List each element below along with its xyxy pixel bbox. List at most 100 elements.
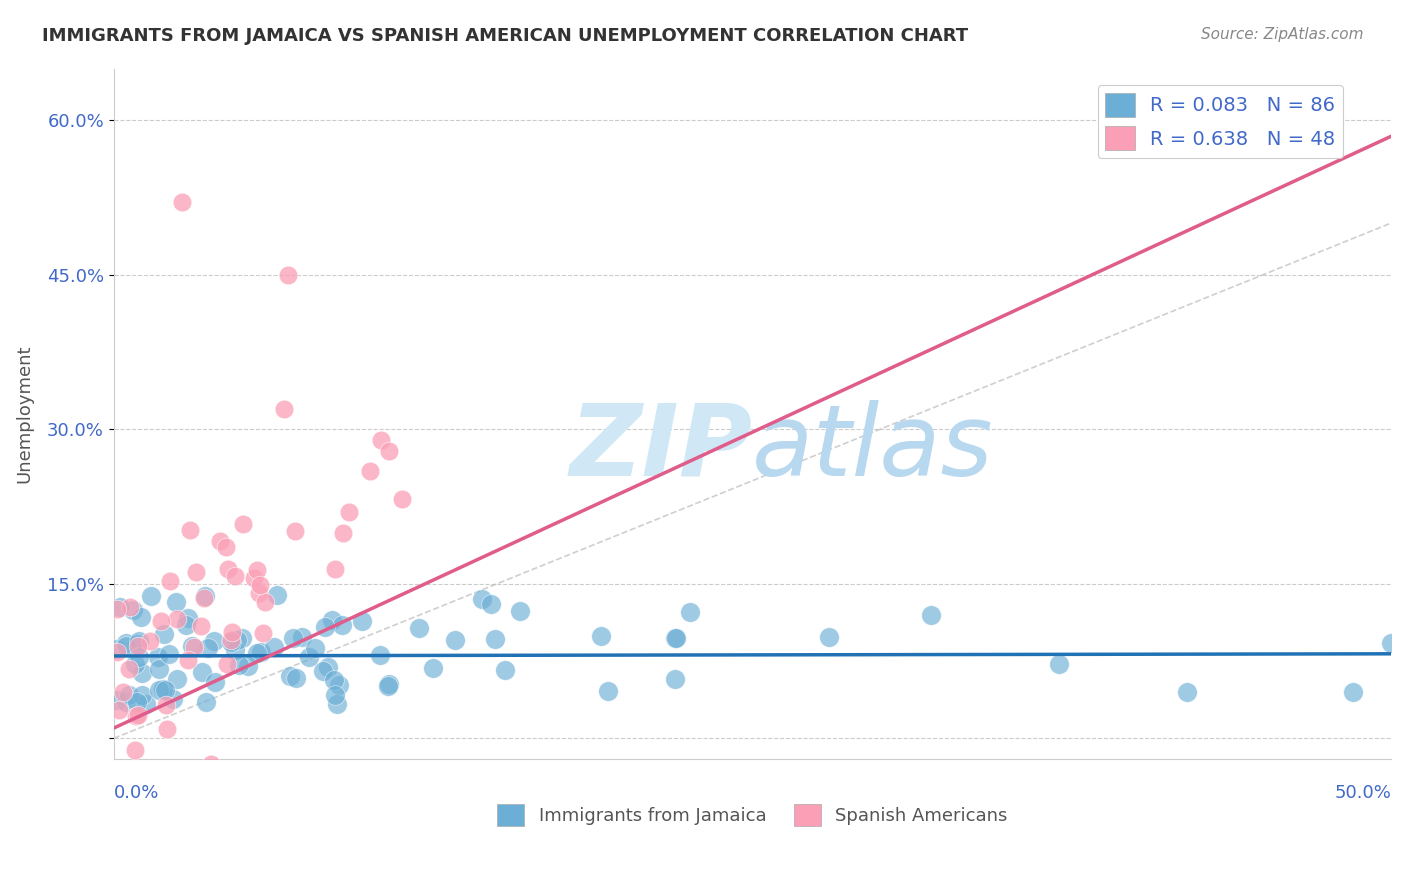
Point [312, 665, 335, 679]
Point [236, 659, 259, 673]
Text: IMMIGRANTS FROM JAMAICA VS SPANISH AMERICAN UNEMPLOYMENT CORRELATION CHART: IMMIGRANTS FROM JAMAICA VS SPANISH AMERI… [42, 27, 969, 45]
Point [330, 617, 353, 632]
Text: 50.0%: 50.0% [1334, 784, 1391, 802]
Point [263, 640, 285, 654]
Point [162, 692, 184, 706]
Point [278, 669, 301, 683]
Point [153, 683, 176, 698]
Point [304, 640, 326, 655]
Point [920, 607, 942, 622]
Point [148, 662, 170, 676]
Point [105, 642, 128, 657]
Point [204, 674, 226, 689]
Point [215, 657, 238, 671]
Point [177, 611, 200, 625]
Point [170, 195, 193, 210]
Point [494, 664, 516, 678]
Point [225, 632, 247, 647]
Point [323, 562, 346, 576]
Point [180, 639, 202, 653]
Point [191, 665, 214, 680]
Point [184, 565, 207, 579]
Point [128, 650, 150, 665]
Point [124, 743, 146, 757]
Point [664, 631, 686, 645]
Text: ZIP: ZIP [569, 400, 752, 497]
Point [118, 662, 141, 676]
Text: 0.0%: 0.0% [114, 784, 159, 802]
Point [328, 678, 350, 692]
Point [202, 634, 225, 648]
Point [200, 756, 222, 771]
Point [1175, 685, 1198, 699]
Point [284, 524, 307, 539]
Point [165, 595, 187, 609]
Point [818, 630, 841, 644]
Point [219, 635, 242, 649]
Point [221, 624, 243, 639]
Point [471, 591, 494, 606]
Point [332, 526, 354, 541]
Point [228, 657, 250, 672]
Point [105, 645, 128, 659]
Point [150, 614, 173, 628]
Point [125, 709, 148, 723]
Point [183, 640, 205, 654]
Point [298, 649, 321, 664]
Point [509, 603, 531, 617]
Point [377, 679, 399, 693]
Point [114, 636, 136, 650]
Point [118, 688, 141, 702]
Point [197, 641, 219, 656]
Point [285, 671, 308, 685]
Point [664, 673, 686, 687]
Point [127, 639, 149, 653]
Point [194, 695, 217, 709]
Point [314, 620, 336, 634]
Point [422, 661, 444, 675]
Point [391, 492, 413, 507]
Point [127, 708, 149, 723]
Point [115, 695, 138, 709]
Point [273, 401, 295, 416]
Point [135, 698, 157, 712]
Point [1379, 636, 1402, 650]
Point [139, 589, 162, 603]
Point [152, 681, 174, 696]
Point [321, 613, 343, 627]
Point [323, 688, 346, 702]
Point [179, 523, 201, 537]
Point [148, 683, 170, 698]
Point [250, 645, 273, 659]
Point [246, 646, 269, 660]
Point [679, 605, 702, 619]
Point [378, 443, 401, 458]
Point [283, 631, 305, 645]
Point [153, 627, 176, 641]
Point [479, 597, 502, 611]
Point [127, 637, 149, 651]
Text: atlas: atlas [752, 400, 994, 497]
Point [591, 629, 613, 643]
Text: Source: ZipAtlas.com: Source: ZipAtlas.com [1201, 27, 1364, 42]
Point [122, 603, 145, 617]
Point [316, 660, 339, 674]
Point [665, 631, 688, 645]
Point [159, 574, 181, 588]
Point [190, 618, 212, 632]
Point [1047, 657, 1070, 672]
Point [128, 634, 150, 648]
Point [326, 697, 349, 711]
Point [277, 268, 299, 282]
Point [105, 601, 128, 615]
Point [350, 614, 373, 628]
Point [108, 599, 131, 614]
Point [232, 516, 254, 531]
Point [105, 693, 128, 707]
Point [266, 588, 288, 602]
Point [291, 630, 314, 644]
Point [249, 578, 271, 592]
Point [194, 589, 217, 603]
Point [131, 688, 153, 702]
Point [166, 672, 188, 686]
